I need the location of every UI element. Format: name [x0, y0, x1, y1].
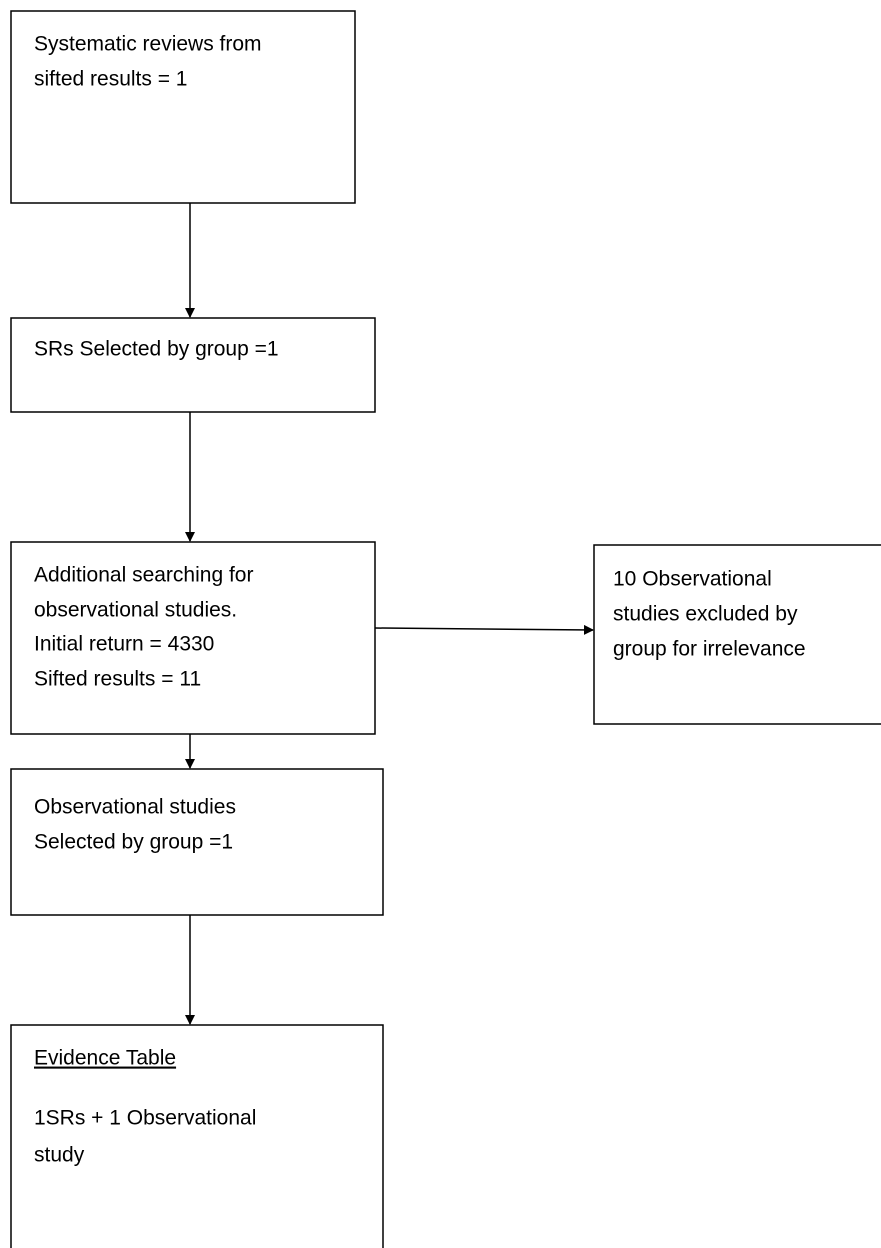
box: [10, 317, 376, 413]
node-text: Sifted results = 11: [34, 668, 201, 691]
node-text: studies excluded by: [613, 603, 798, 626]
node-text: Selected by group =1: [34, 831, 233, 854]
node-text: 10 Observational: [613, 568, 772, 591]
node-text: Observational studies: [34, 796, 236, 819]
node-text: Additional searching for: [34, 564, 253, 587]
box: [10, 541, 376, 735]
box: [10, 1024, 384, 1248]
node-text: sifted results = 1: [34, 68, 188, 91]
node-heading: Evidence Table: [34, 1047, 176, 1070]
node-text: SRs Selected by group =1: [34, 338, 279, 361]
box: [10, 10, 356, 204]
box: [10, 768, 384, 916]
node-text: Initial return = 4330: [34, 633, 214, 656]
node-text: 1SRs + 1 Observational: [34, 1107, 256, 1130]
arrow: [374, 624, 594, 635]
node-text: group for irrelevance: [613, 638, 806, 661]
node-text: Systematic reviews from: [34, 33, 262, 56]
node-text: observational studies.: [34, 599, 237, 622]
box: [593, 544, 881, 725]
node-text: study: [34, 1144, 85, 1167]
